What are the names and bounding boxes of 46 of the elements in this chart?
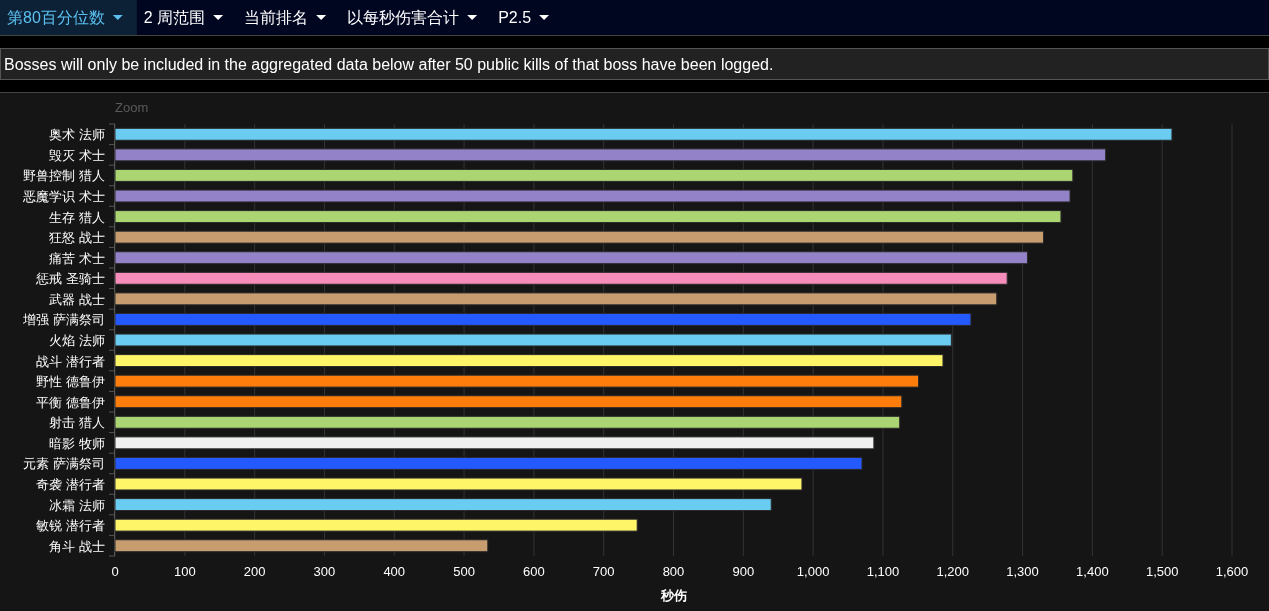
x-tick-label: 0 xyxy=(111,564,119,579)
y-tick-label: 奥术 法师 xyxy=(49,127,105,143)
y-tick-label: 武器 战士 xyxy=(49,291,105,307)
x-tick-label: 1,300 xyxy=(1006,564,1039,579)
y-tick-label: 恶魔学识 术士 xyxy=(22,189,105,204)
y-tick-label: 痛苦 术士 xyxy=(49,250,105,266)
x-tick-label: 1,100 xyxy=(866,564,900,579)
x-tick-label: 1,500 xyxy=(1145,564,1179,579)
x-tick-label: 200 xyxy=(243,564,266,579)
y-tick-label: 野性 德鲁伊 xyxy=(36,374,105,390)
x-tick-label: 500 xyxy=(453,564,475,579)
x-tick-label: 700 xyxy=(592,564,615,579)
x-tick-label: 400 xyxy=(383,564,406,579)
y-tick-label: 元素 萨满祭司 xyxy=(23,456,105,472)
dropdown-label: 以每秒伤害合计 xyxy=(347,9,460,26)
dropdown-label: P2.5 xyxy=(498,9,532,26)
y-tick-label: 增强 萨满祭司 xyxy=(22,312,105,328)
dropdown-label: 2 周范围 xyxy=(143,9,206,26)
y-tick-label: 平衡 德鲁伊 xyxy=(36,394,105,410)
x-tick-label: 1,000 xyxy=(796,564,830,579)
text: Zoom xyxy=(115,100,149,115)
y-tick-label: 冰霜 法师 xyxy=(49,497,105,513)
x-tick-label: 800 xyxy=(662,564,685,579)
y-tick-label: 射击 猎人 xyxy=(49,415,105,431)
y-tick-label: 火焰 法师 xyxy=(49,333,105,348)
y-tick-label: 奇袭 潜行者 xyxy=(36,477,105,492)
x-tick-label: 1,200 xyxy=(936,564,970,579)
y-tick-label: 野兽控制 猎人 xyxy=(23,168,105,184)
y-tick-label: 敏锐 潜行者 xyxy=(36,518,105,534)
y-tick-label: 惩戒 圣骑士 xyxy=(35,271,105,287)
x-tick-label: 900 xyxy=(732,564,755,579)
x-tick-label: 100 xyxy=(173,564,196,579)
x-axis-title: 秒伤 xyxy=(659,588,687,603)
y-tick-label: 战斗 潜行者 xyxy=(36,353,105,369)
x-tick-label: 1,600 xyxy=(1215,564,1249,579)
text: Bosses will only be included in the aggregated data below after 50 public kills of that boss have been logged. xyxy=(4,56,774,73)
dropdown-label: 当前排名 xyxy=(244,9,309,26)
y-tick-label: 狂怒 战士 xyxy=(49,230,105,246)
x-tick-label: 300 xyxy=(313,564,336,579)
x-tick-label: 600 xyxy=(523,564,545,579)
y-tick-label: 毁灭 术士 xyxy=(49,147,105,163)
dropdown-label: 第80百分位数 xyxy=(7,9,105,26)
y-tick-label: 暗影 牧师 xyxy=(49,435,105,451)
y-tick-label: 角斗 战士 xyxy=(49,538,105,554)
x-tick-label: 1,400 xyxy=(1076,564,1109,579)
y-tick-label: 生存 猎人 xyxy=(49,209,105,225)
